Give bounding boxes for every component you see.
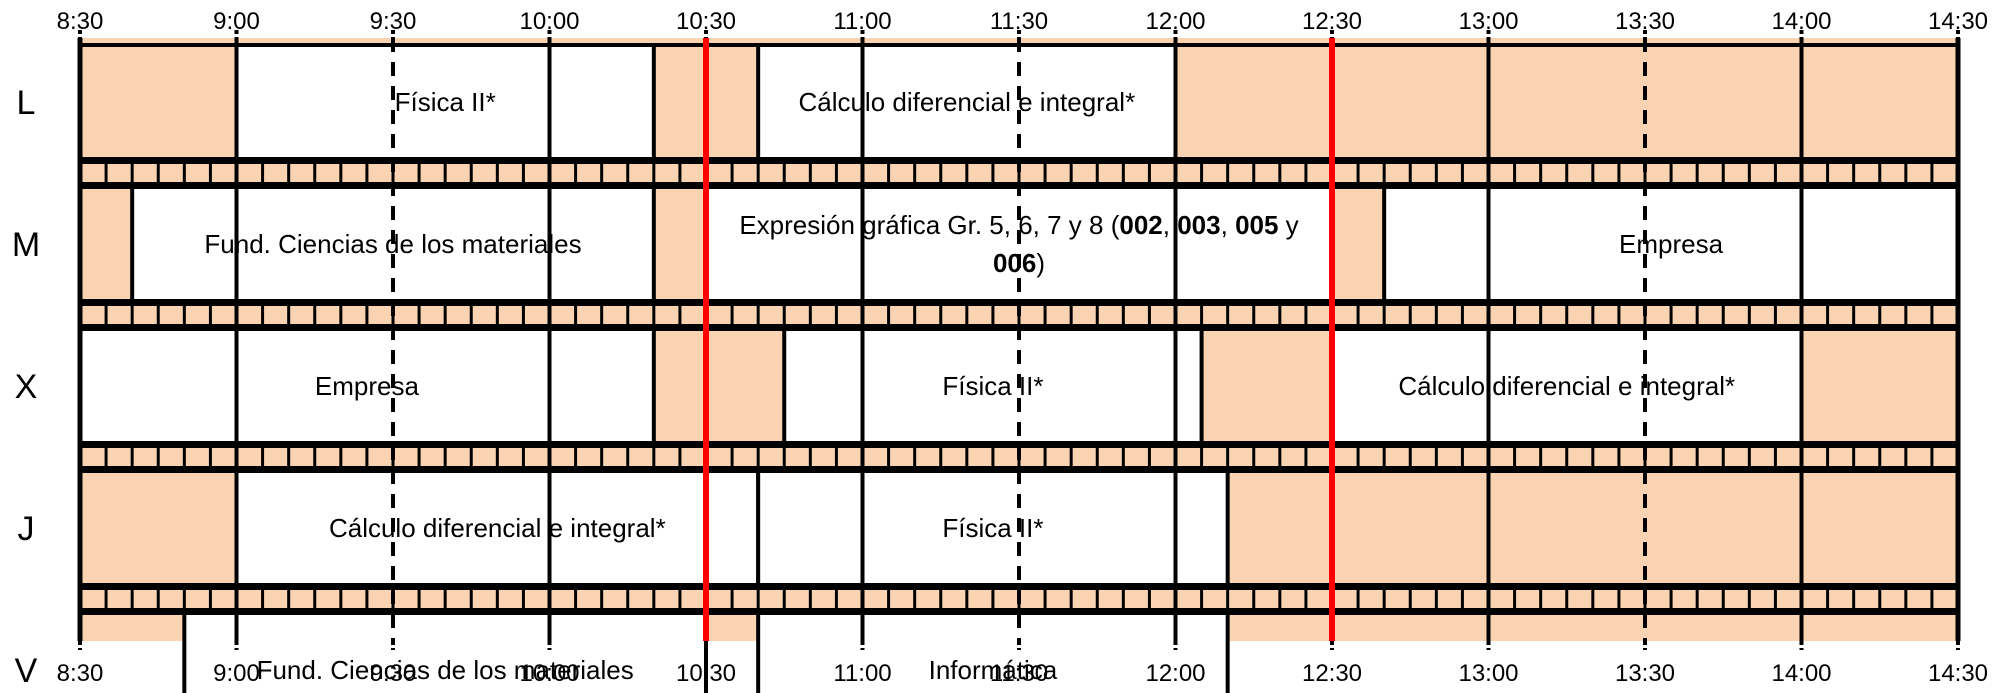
class-name-part: Empresa — [1619, 229, 1724, 259]
labels-layer: Física II* Cálculo diferencial e integral… — [12, 8, 1988, 690]
class-name-part: ) — [1036, 248, 1045, 278]
class-name: Cálculo diferencial e integral* — [329, 513, 666, 543]
time-label-bottom: 14:30 — [1928, 660, 1988, 687]
time-label-bottom: 11:00 — [833, 660, 891, 687]
class-name-part: Física II* — [942, 371, 1043, 401]
class-name: Física II* — [942, 513, 1043, 543]
class-name-part: Cálculo diferencial e integral* — [798, 87, 1135, 117]
time-label-bottom: 14:00 — [1771, 660, 1831, 687]
day-label: J — [18, 510, 35, 548]
class-block — [182, 611, 709, 693]
time-label-top: 14:00 — [1771, 8, 1831, 35]
class-name: Cálculo diferencial e integral* — [1398, 371, 1735, 401]
time-label-bottom: 12:30 — [1302, 660, 1362, 687]
time-label-bottom: 8:30 — [57, 660, 104, 687]
class-name-part: Física II* — [942, 513, 1043, 543]
time-label-bottom: 9:00 — [213, 660, 260, 687]
group-number: 006 — [993, 248, 1036, 278]
time-label-top: 8:30 — [57, 8, 104, 35]
class-name-part: Física II* — [395, 87, 496, 117]
class-name-part: , — [1221, 210, 1235, 240]
class-name-part: Expresión gráfica Gr. 5, 6, 7 y 8 ( — [739, 210, 1119, 240]
time-label-bottom: 9:30 — [370, 660, 417, 687]
class-name-part: Informática — [929, 655, 1058, 685]
class-name-part: , — [1163, 210, 1177, 240]
class-name-part: Cálculo diferencial e integral* — [329, 513, 666, 543]
class-name: Fund. Ciencias de los materiales — [257, 655, 634, 685]
class-block — [234, 43, 656, 161]
time-label-top: 12:00 — [1145, 8, 1205, 35]
time-label-bottom: 13:00 — [1458, 660, 1518, 687]
class-name-part: y — [1278, 210, 1298, 240]
class-block — [756, 611, 1230, 693]
time-label-top: 9:00 — [213, 8, 260, 35]
time-label-top: 10:00 — [519, 8, 579, 35]
class-name: Expresión gráfica Gr. 5, 6, 7 y 8 (002, … — [739, 210, 1298, 240]
class-name-part: Empresa — [315, 371, 420, 401]
class-name: Fund. Ciencias de los materiales — [204, 229, 581, 259]
time-label-bottom: 12:00 — [1145, 660, 1205, 687]
time-label-bottom: 10:30 — [676, 660, 736, 687]
class-name: Física II* — [395, 87, 496, 117]
time-label-top: 10:30 — [676, 8, 736, 35]
class-name: 006) — [993, 248, 1045, 278]
time-label-top: 9:30 — [370, 8, 417, 35]
class-name-part: Cálculo diferencial e integral* — [1398, 371, 1735, 401]
group-number: 003 — [1177, 210, 1220, 240]
time-label-bottom: 11:30 — [990, 660, 1048, 687]
time-label-top: 13:30 — [1615, 8, 1675, 35]
day-label: V — [15, 652, 38, 690]
time-label-top: 14:30 — [1928, 8, 1988, 35]
group-number: 002 — [1119, 210, 1162, 240]
class-name: Informática — [929, 655, 1058, 685]
class-name-part: Fund. Ciencias de los materiales — [204, 229, 581, 259]
class-name: Física II* — [942, 371, 1043, 401]
time-label-bottom: 10:00 — [519, 660, 579, 687]
time-label-top: 12:30 — [1302, 8, 1362, 35]
time-label-top: 11:00 — [833, 8, 891, 35]
grid-lines-layer — [77, 30, 1961, 650]
class-name: Cálculo diferencial e integral* — [798, 87, 1135, 117]
red-marker-lines-layer — [703, 38, 1335, 641]
class-name: Empresa — [1619, 229, 1724, 259]
day-label: M — [12, 226, 40, 264]
class-name-part: Fund. Ciencias de los materiales — [257, 655, 634, 685]
day-label: X — [15, 368, 38, 406]
group-number: 005 — [1235, 210, 1278, 240]
day-label: L — [17, 84, 36, 122]
time-label-bottom: 13:30 — [1615, 660, 1675, 687]
class-block — [782, 327, 1204, 445]
class-name: Empresa — [315, 371, 420, 401]
time-label-top: 13:00 — [1458, 8, 1518, 35]
time-label-top: 11:30 — [990, 8, 1048, 35]
